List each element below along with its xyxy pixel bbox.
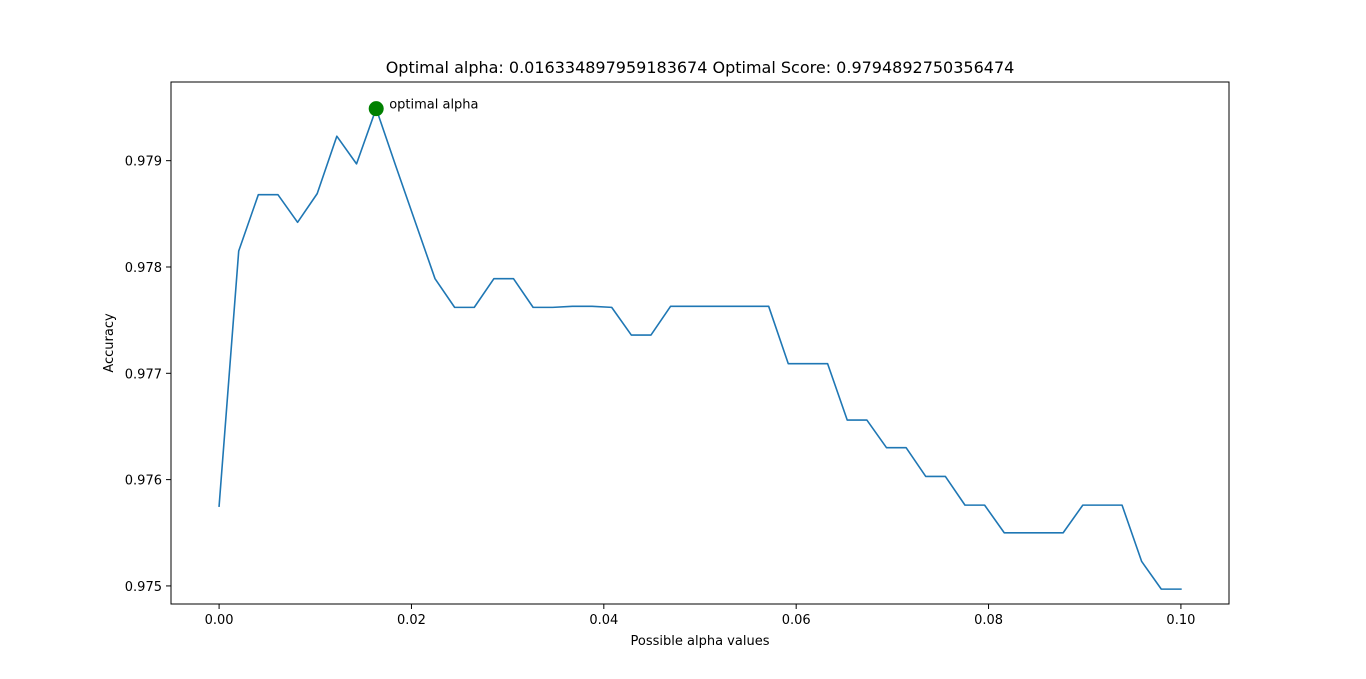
y-tick-label: 0.975 [125,580,162,595]
y-axis-label: Accuracy [102,313,117,373]
optimal-alpha-annotation: optimal alpha [389,98,478,113]
plot-frame [170,81,1230,605]
chart-title: Optimal alpha: 0.016334897959183674 Opti… [386,58,1015,77]
x-tick-label: 0.10 [1166,613,1195,628]
x-tick-label: 0.08 [974,613,1003,628]
x-axis-ticks: 0.00 0.02 0.04 0.06 0.08 0.10 [205,604,1195,628]
y-axis-ticks: 0.975 0.976 0.977 0.978 0.979 [125,155,171,595]
x-tick-label: 0.04 [589,613,618,628]
y-tick-label: 0.976 [125,474,162,489]
y-tick-label: 0.978 [125,261,162,276]
accuracy-series-line [218,107,1182,590]
y-tick-label: 0.977 [125,367,162,382]
plot-area [171,82,1229,604]
y-tick-label: 0.979 [125,155,162,170]
optimal-alpha-marker [368,101,384,117]
x-tick-label: 0.02 [397,613,426,628]
x-axis-label: Possible alpha values [631,634,770,649]
x-tick-label: 0.06 [782,613,811,628]
x-tick-label: 0.00 [205,613,234,628]
